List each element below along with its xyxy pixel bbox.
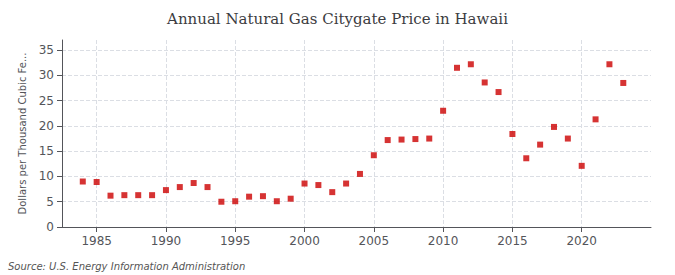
svg-text:Source: U.S. Energy Informatio: Source: U.S. Energy Information Administ… bbox=[8, 261, 245, 272]
svg-text:1985: 1985 bbox=[81, 234, 112, 248]
svg-text:15: 15 bbox=[39, 144, 54, 158]
svg-text:5: 5 bbox=[46, 195, 54, 209]
svg-text:2015: 2015 bbox=[497, 234, 528, 248]
svg-text:1995: 1995 bbox=[220, 234, 251, 248]
svg-text:2020: 2020 bbox=[566, 234, 597, 248]
svg-text:25: 25 bbox=[39, 94, 54, 108]
svg-text:20: 20 bbox=[39, 119, 54, 133]
svg-text:2005: 2005 bbox=[359, 234, 390, 248]
svg-text:2000: 2000 bbox=[289, 234, 320, 248]
svg-text:10: 10 bbox=[39, 169, 54, 183]
svg-text:Annual Natural Gas Citygate Pr: Annual Natural Gas Citygate Price in Haw… bbox=[166, 10, 508, 28]
svg-text:Dollars per Thousand Cubic Fe.: Dollars per Thousand Cubic Fe... bbox=[17, 53, 28, 215]
svg-text:1990: 1990 bbox=[151, 234, 182, 248]
svg-text:35: 35 bbox=[39, 43, 54, 57]
svg-text:2010: 2010 bbox=[428, 234, 459, 248]
svg-text:30: 30 bbox=[39, 68, 54, 82]
svg-text:0: 0 bbox=[46, 220, 54, 234]
